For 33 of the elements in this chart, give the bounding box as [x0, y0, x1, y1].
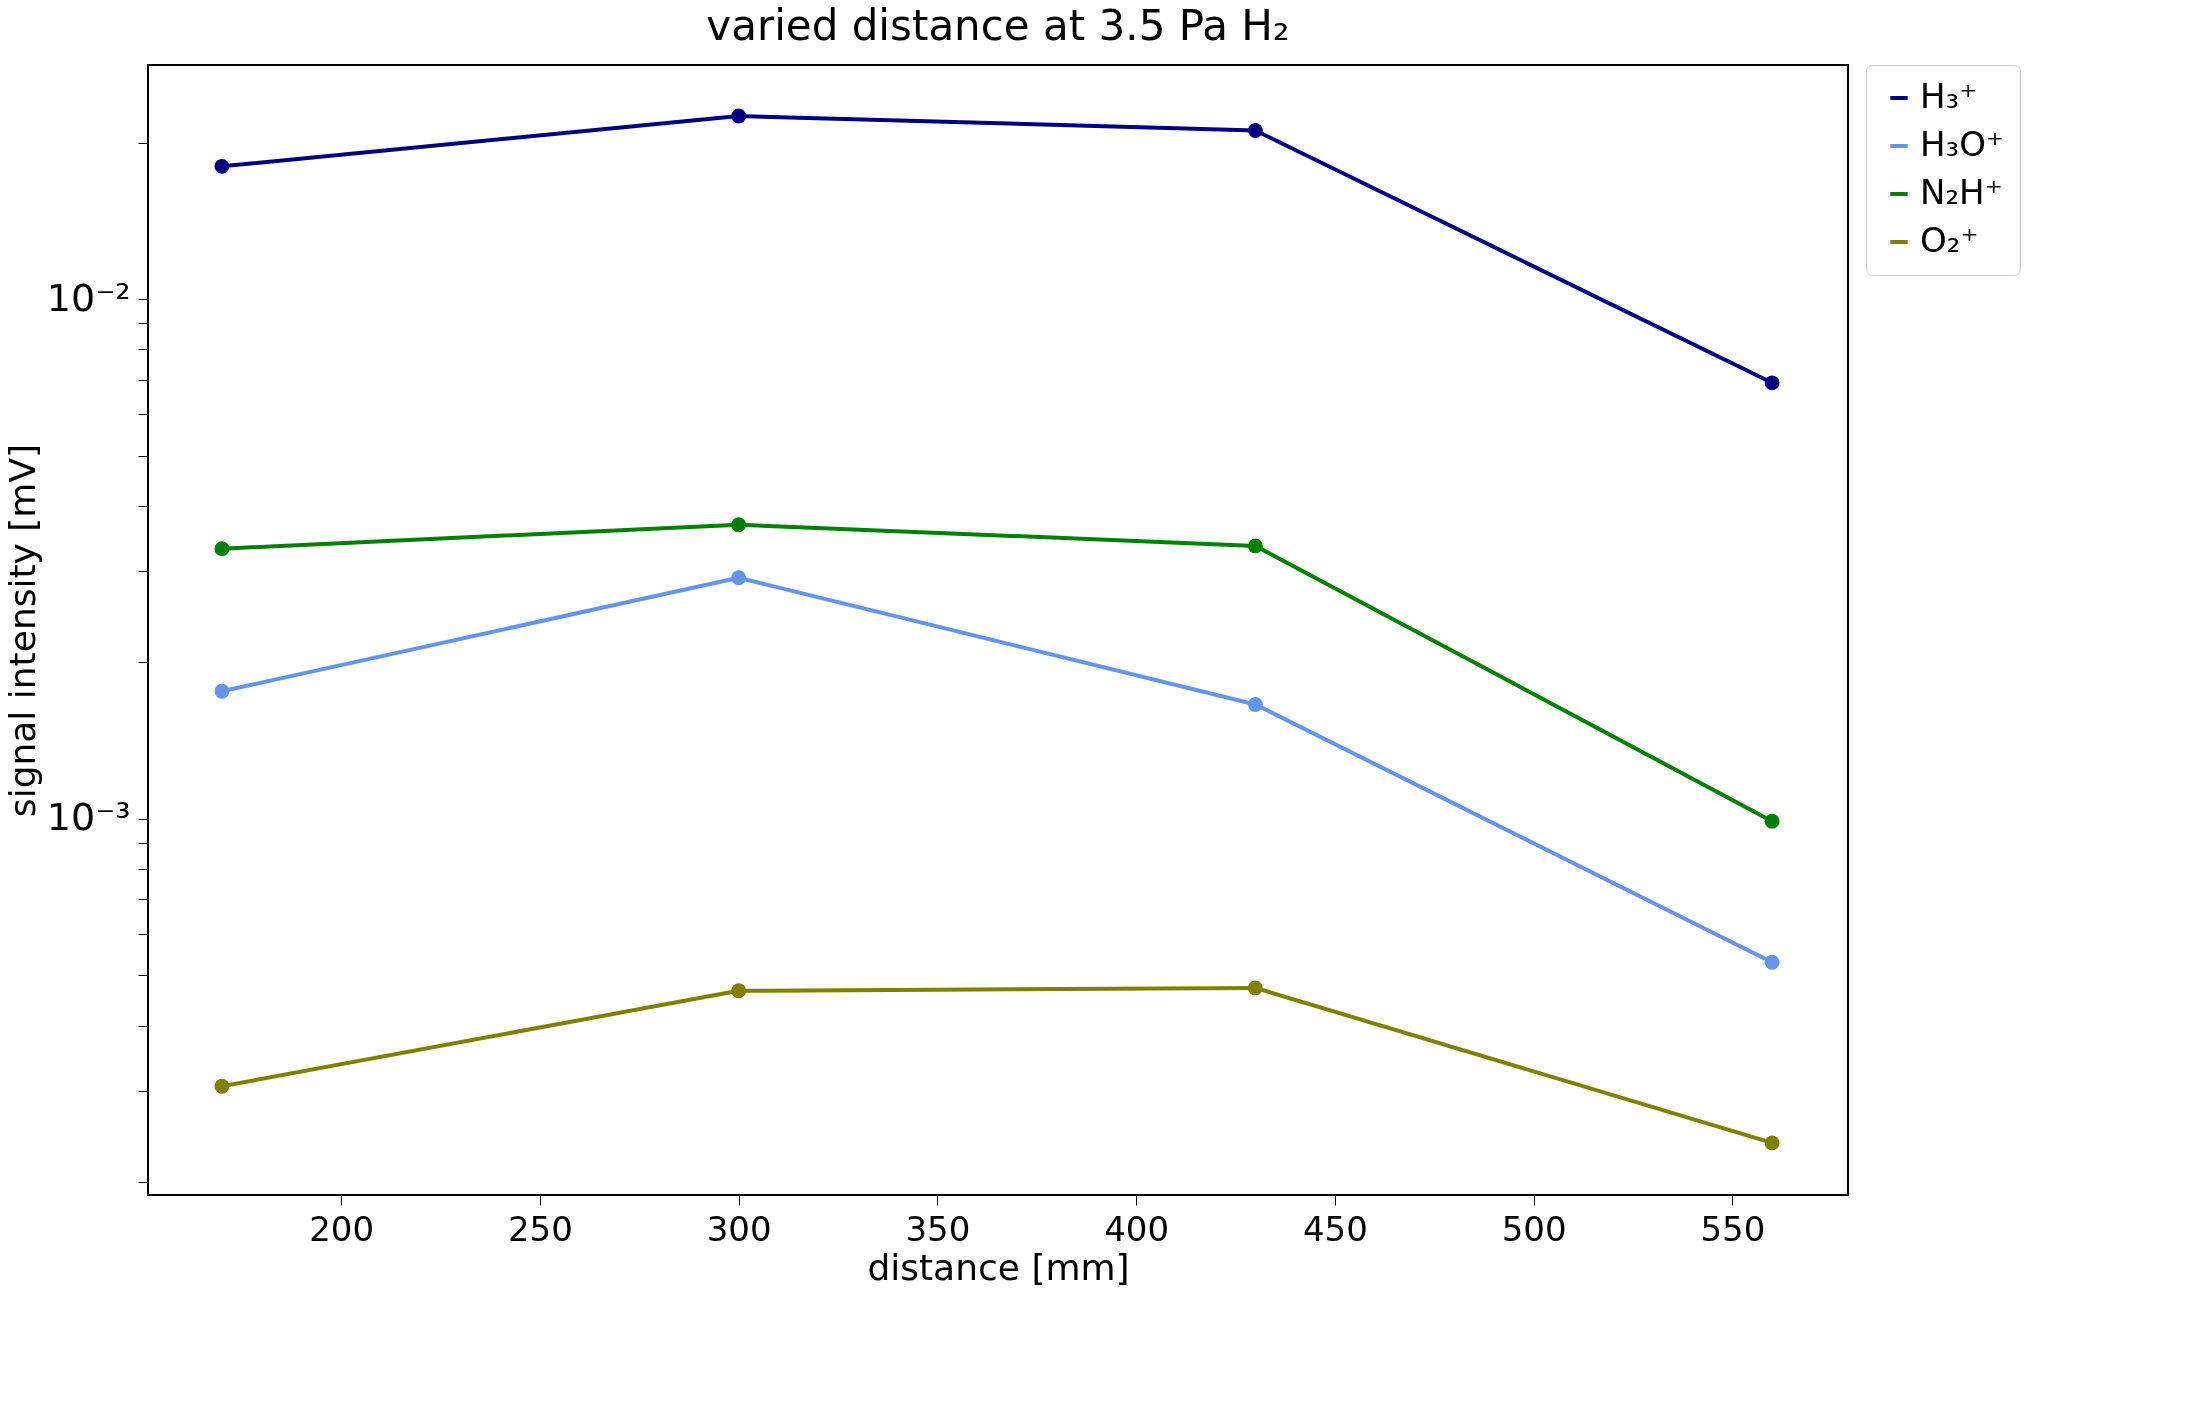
point: [1247, 538, 1263, 554]
point: [1764, 375, 1780, 391]
point: [1764, 1135, 1780, 1151]
x-tick-label: 500: [1501, 1208, 1567, 1249]
chart-title: varied distance at 3.5 Pa H₂: [706, 0, 1290, 50]
point: [1247, 123, 1263, 138]
x-tick-label: 350: [905, 1208, 971, 1249]
point: [214, 158, 230, 174]
legend-label: H₃⁺: [1920, 76, 1978, 116]
point: [731, 517, 747, 533]
point: [731, 570, 747, 586]
y-tick-label: 10⁻³: [46, 795, 131, 840]
y-axis-title: signal intensity [mV]: [1, 443, 43, 818]
y-tick-label: 10⁻²: [46, 275, 131, 320]
x-tick-label: 550: [1700, 1208, 1766, 1249]
legend-label: N₂H⁺: [1920, 172, 2003, 212]
legend-label: H₃O⁺: [1920, 124, 2004, 164]
point: [1247, 980, 1263, 996]
point: [214, 541, 230, 557]
point: [1247, 697, 1263, 712]
legend-label: O₂⁺: [1920, 220, 1979, 260]
x-tick-label: 450: [1302, 1208, 1368, 1249]
point: [731, 983, 747, 999]
point: [214, 683, 230, 699]
point: [731, 108, 747, 124]
x-tick-label: 200: [309, 1208, 375, 1249]
point: [214, 1078, 230, 1094]
x-tick-label: 300: [706, 1208, 772, 1249]
point: [1764, 954, 1780, 970]
x-axis-title: distance [mm]: [867, 1246, 1130, 1288]
x-tick-label: 400: [1104, 1208, 1170, 1249]
point: [1764, 813, 1780, 829]
x-tick-label: 250: [507, 1208, 573, 1249]
